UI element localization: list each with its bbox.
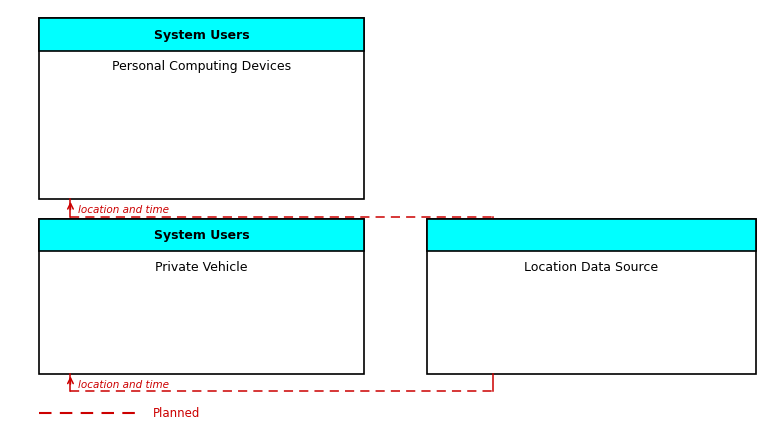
Bar xyxy=(427,219,756,374)
Text: System Users: System Users xyxy=(153,29,250,42)
Bar xyxy=(39,219,364,252)
Text: Private Vehicle: Private Vehicle xyxy=(155,260,248,273)
Bar xyxy=(427,219,756,252)
Bar xyxy=(39,219,364,374)
Text: location and time: location and time xyxy=(78,205,169,215)
Text: Planned: Planned xyxy=(153,406,200,419)
Bar xyxy=(39,19,364,200)
Text: System Users: System Users xyxy=(153,229,250,242)
Text: location and time: location and time xyxy=(78,379,169,389)
Bar xyxy=(39,19,364,52)
Text: Personal Computing Devices: Personal Computing Devices xyxy=(112,60,291,73)
Text: Location Data Source: Location Data Source xyxy=(524,260,659,273)
